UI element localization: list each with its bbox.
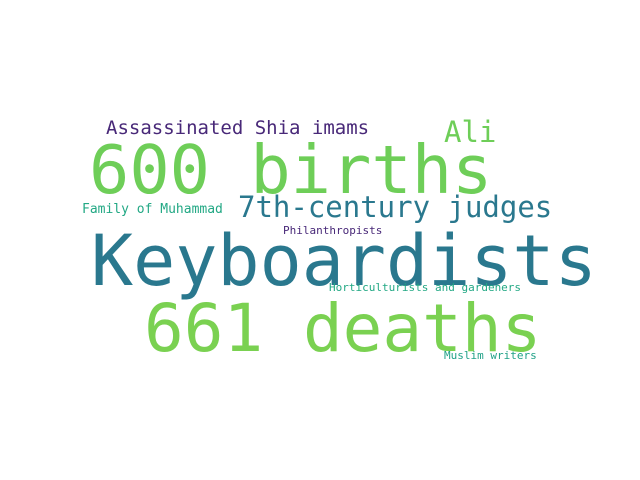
word-horticulturists-and-gardeners: Horticulturists and gardeners bbox=[329, 281, 522, 294]
word-muslim-writers: Muslim writers bbox=[444, 349, 537, 362]
word-family-of-muhammad: Family of Muhammad bbox=[82, 202, 223, 217]
word-philanthropists: Philanthropists bbox=[283, 224, 383, 237]
word-661-deaths: 661 deaths bbox=[144, 290, 542, 367]
word-assassinated-shia-imams: Assassinated Shia imams bbox=[106, 117, 370, 139]
word-keyboardists: Keyboardists bbox=[91, 220, 597, 302]
word-ali: Ali bbox=[444, 115, 497, 149]
word-600-births: 600 births bbox=[89, 131, 493, 209]
word-7th-century-judges: 7th-century judges bbox=[238, 190, 553, 224]
